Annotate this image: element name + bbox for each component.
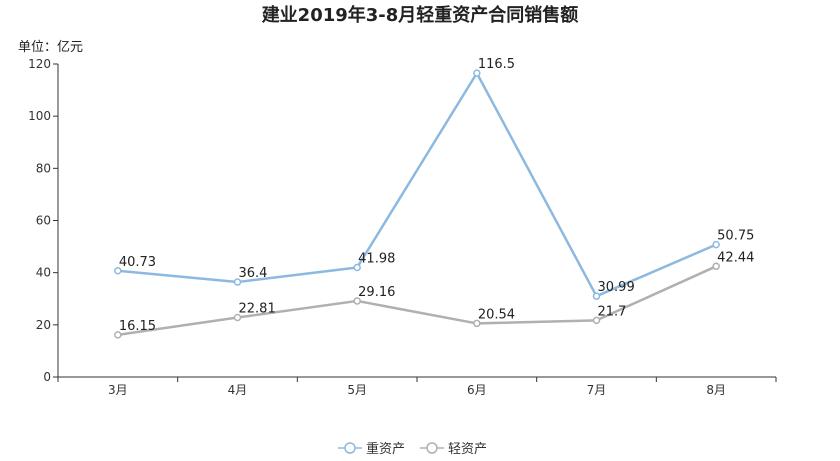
legend[interactable]: 重资产 轻资产	[338, 441, 487, 457]
data-point[interactable]	[592, 316, 601, 325]
data-label: 40.73	[119, 255, 156, 270]
x-tick-label: 6月	[467, 383, 487, 397]
series-line-2	[117, 265, 717, 337]
unit-label: 单位：亿元	[18, 40, 83, 55]
data-label: 20.54	[478, 307, 515, 322]
series-layer	[114, 69, 720, 339]
data-point[interactable]	[233, 313, 242, 322]
legend-marker-icon	[426, 442, 438, 454]
y-tick-label: 100	[28, 109, 51, 123]
data-labels: 40.73 36.4 41.98 116.5 30.99 50.75 16.15 22.81 2…	[119, 57, 755, 334]
legend-label: 轻资产	[448, 442, 487, 457]
data-point[interactable]	[473, 69, 481, 77]
data-label: 42.44	[717, 250, 754, 265]
axes: 0 20 40 60 80 100 120 3月 4月 5月 6月 7月 8月	[28, 57, 777, 397]
data-point[interactable]	[114, 331, 122, 339]
data-label: 21.7	[598, 304, 627, 319]
legend-item-2[interactable]: 轻资产	[420, 442, 487, 457]
y-tick-label: 20	[36, 318, 51, 332]
data-point[interactable]	[473, 319, 481, 328]
series-line-1	[117, 71, 717, 298]
data-point[interactable]	[114, 267, 122, 275]
y-tick-label: 80	[36, 161, 51, 175]
data-point[interactable]	[353, 263, 361, 272]
data-label: 36.4	[239, 266, 268, 281]
legend-label: 重资产	[366, 441, 405, 457]
data-label: 22.81	[239, 302, 276, 317]
data-label: 41.98	[358, 252, 395, 267]
data-point[interactable]	[592, 292, 601, 300]
data-label: 16.15	[119, 319, 156, 334]
legend-marker-icon	[344, 442, 356, 454]
x-tick-label: 5月	[347, 383, 367, 397]
y-tick-label: 40	[36, 266, 51, 280]
y-tick-label: 60	[36, 214, 51, 228]
x-tick-label: 3月	[108, 383, 128, 397]
x-tick-label: 4月	[228, 383, 248, 397]
legend-item-1[interactable]: 重资产	[338, 441, 405, 457]
data-label: 116.5	[478, 57, 515, 72]
data-point[interactable]	[712, 240, 720, 249]
data-point[interactable]	[233, 278, 242, 286]
data-label: 50.75	[717, 229, 754, 244]
data-label: 30.99	[598, 280, 635, 295]
chart-title: 建业2019年3-8月轻重资产合同销售额	[262, 4, 579, 26]
x-tick-label: 8月	[706, 383, 726, 397]
y-tick-label: 120	[28, 57, 51, 71]
data-point[interactable]	[353, 297, 361, 305]
data-point[interactable]	[712, 262, 720, 271]
x-tick-label: 7月	[587, 383, 607, 397]
data-label: 29.16	[358, 285, 395, 300]
y-tick-label: 0	[43, 370, 51, 384]
